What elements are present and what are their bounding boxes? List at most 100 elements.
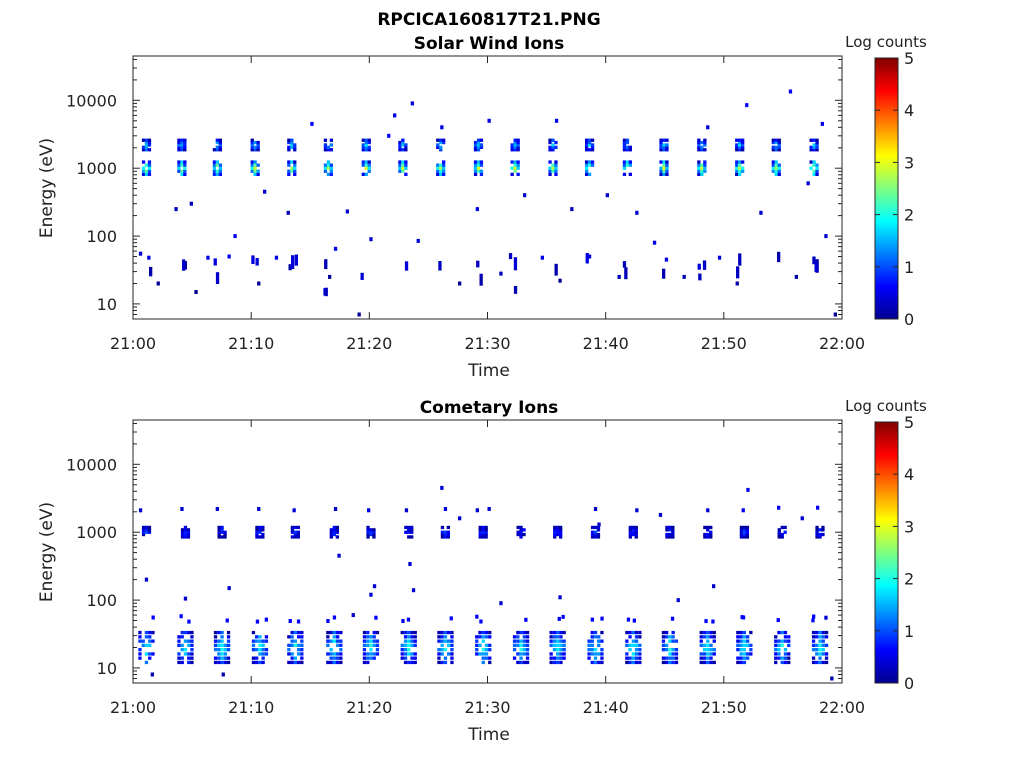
- colorbar-gradient: [874, 421, 899, 684]
- cluster-cell: [741, 148, 745, 152]
- cluster-cell: [473, 140, 478, 145]
- cluster-cell: [217, 639, 221, 643]
- cluster-cell: [407, 639, 411, 643]
- cluster-cell: [255, 635, 259, 639]
- cluster-cell: [771, 166, 775, 170]
- cluster-cell: [824, 656, 829, 660]
- cluster-cell: [443, 530, 448, 534]
- cluster-cell: [671, 535, 675, 539]
- cluster-cell: [442, 169, 446, 173]
- cluster-cell: [665, 635, 669, 639]
- cluster-cell: [597, 660, 601, 665]
- cluster-cell: [403, 660, 408, 665]
- cluster-cell: [548, 145, 552, 149]
- cluster-cell: [187, 643, 191, 647]
- cluster-cell: [478, 532, 482, 537]
- cluster-cell: [187, 652, 191, 656]
- cluster-cell: [742, 643, 746, 647]
- cluster-cell: [369, 639, 373, 643]
- cluster-cell: [329, 652, 333, 656]
- cluster-cell: [668, 660, 672, 665]
- scatter-cell: [499, 271, 503, 276]
- cluster-cell: [413, 652, 417, 656]
- scatter-cell: [558, 595, 562, 600]
- cluster-cell: [702, 643, 707, 647]
- cluster-cell: [625, 145, 630, 149]
- cluster-cell: [442, 138, 446, 142]
- cluster-cell: [783, 525, 787, 530]
- scatter-cell: [830, 676, 834, 681]
- scatter-cell: [499, 601, 503, 606]
- cluster-cell: [703, 138, 707, 142]
- cluster-cell: [815, 532, 819, 537]
- cluster-cell: [815, 143, 819, 147]
- cluster-cell: [372, 630, 376, 635]
- cluster-cell: [519, 532, 523, 537]
- cluster-cell: [525, 635, 530, 639]
- cluster-cell: [590, 643, 594, 647]
- cluster-cell: [253, 145, 257, 149]
- cluster-cell: [413, 630, 417, 635]
- colorbar-tick-label: 5: [904, 49, 914, 68]
- cluster-cell: [519, 648, 523, 652]
- cluster-cell: [668, 635, 672, 639]
- cluster-cell: [587, 138, 592, 142]
- cluster-cell: [437, 648, 441, 652]
- cluster-cell: [553, 525, 557, 530]
- cluster-cell: [554, 145, 558, 149]
- colorbar-tick-label: 2: [904, 570, 914, 589]
- scatter-cell: [794, 274, 798, 279]
- tail-cell: [622, 261, 627, 268]
- scatter-cell: [717, 255, 722, 260]
- cluster-cell: [258, 652, 262, 656]
- cluster-cell: [293, 143, 297, 147]
- cluster-cell: [771, 169, 775, 173]
- cluster-cell: [593, 648, 598, 652]
- cluster-cell: [287, 148, 291, 152]
- x-tick-label: 21:40: [583, 698, 629, 717]
- cluster-cell: [706, 630, 710, 635]
- cluster-cell: [410, 656, 414, 660]
- cluster-cell: [476, 140, 481, 145]
- cluster-cell: [296, 525, 300, 530]
- cluster-cell: [476, 143, 481, 147]
- x-tick-label: 21:50: [701, 334, 747, 353]
- cluster-cell: [709, 630, 713, 635]
- cluster-cell: [300, 660, 304, 665]
- cluster-cell: [177, 656, 181, 660]
- cluster-cell: [553, 528, 557, 532]
- cluster-cell: [774, 652, 778, 656]
- cluster-cell: [552, 643, 557, 647]
- cluster-cell: [401, 148, 405, 152]
- cluster-cell: [549, 639, 553, 643]
- cluster-cell: [662, 172, 666, 176]
- cluster-cell: [661, 648, 666, 652]
- cluster-cell: [674, 652, 679, 656]
- cluster-cell: [738, 163, 742, 167]
- cluster-cell: [777, 143, 781, 147]
- tail-cell: [741, 615, 746, 620]
- cluster-cell: [478, 652, 482, 656]
- cluster-cell: [476, 148, 481, 152]
- cluster-cell: [220, 660, 224, 665]
- cluster-cell: [440, 525, 445, 530]
- cluster-cell: [777, 163, 781, 167]
- cluster-cell: [590, 145, 595, 149]
- cluster-cell: [554, 169, 558, 173]
- cluster-cell: [479, 160, 484, 164]
- cluster-cell: [183, 163, 187, 167]
- cluster-cell: [590, 652, 594, 656]
- cluster-cell: [593, 652, 598, 656]
- cluster-cell: [367, 145, 371, 149]
- cluster-cell: [628, 635, 632, 639]
- cluster-cell: [443, 532, 448, 537]
- cluster-cell: [631, 652, 635, 656]
- cluster-cell: [631, 660, 635, 665]
- cluster-cell: [777, 648, 781, 652]
- cluster-cell: [516, 660, 520, 665]
- cluster-cell: [437, 630, 441, 635]
- cluster-cell: [366, 643, 370, 647]
- cluster-cell: [818, 532, 822, 537]
- cluster-cell: [215, 145, 219, 149]
- y-tick-label: 100: [86, 591, 117, 610]
